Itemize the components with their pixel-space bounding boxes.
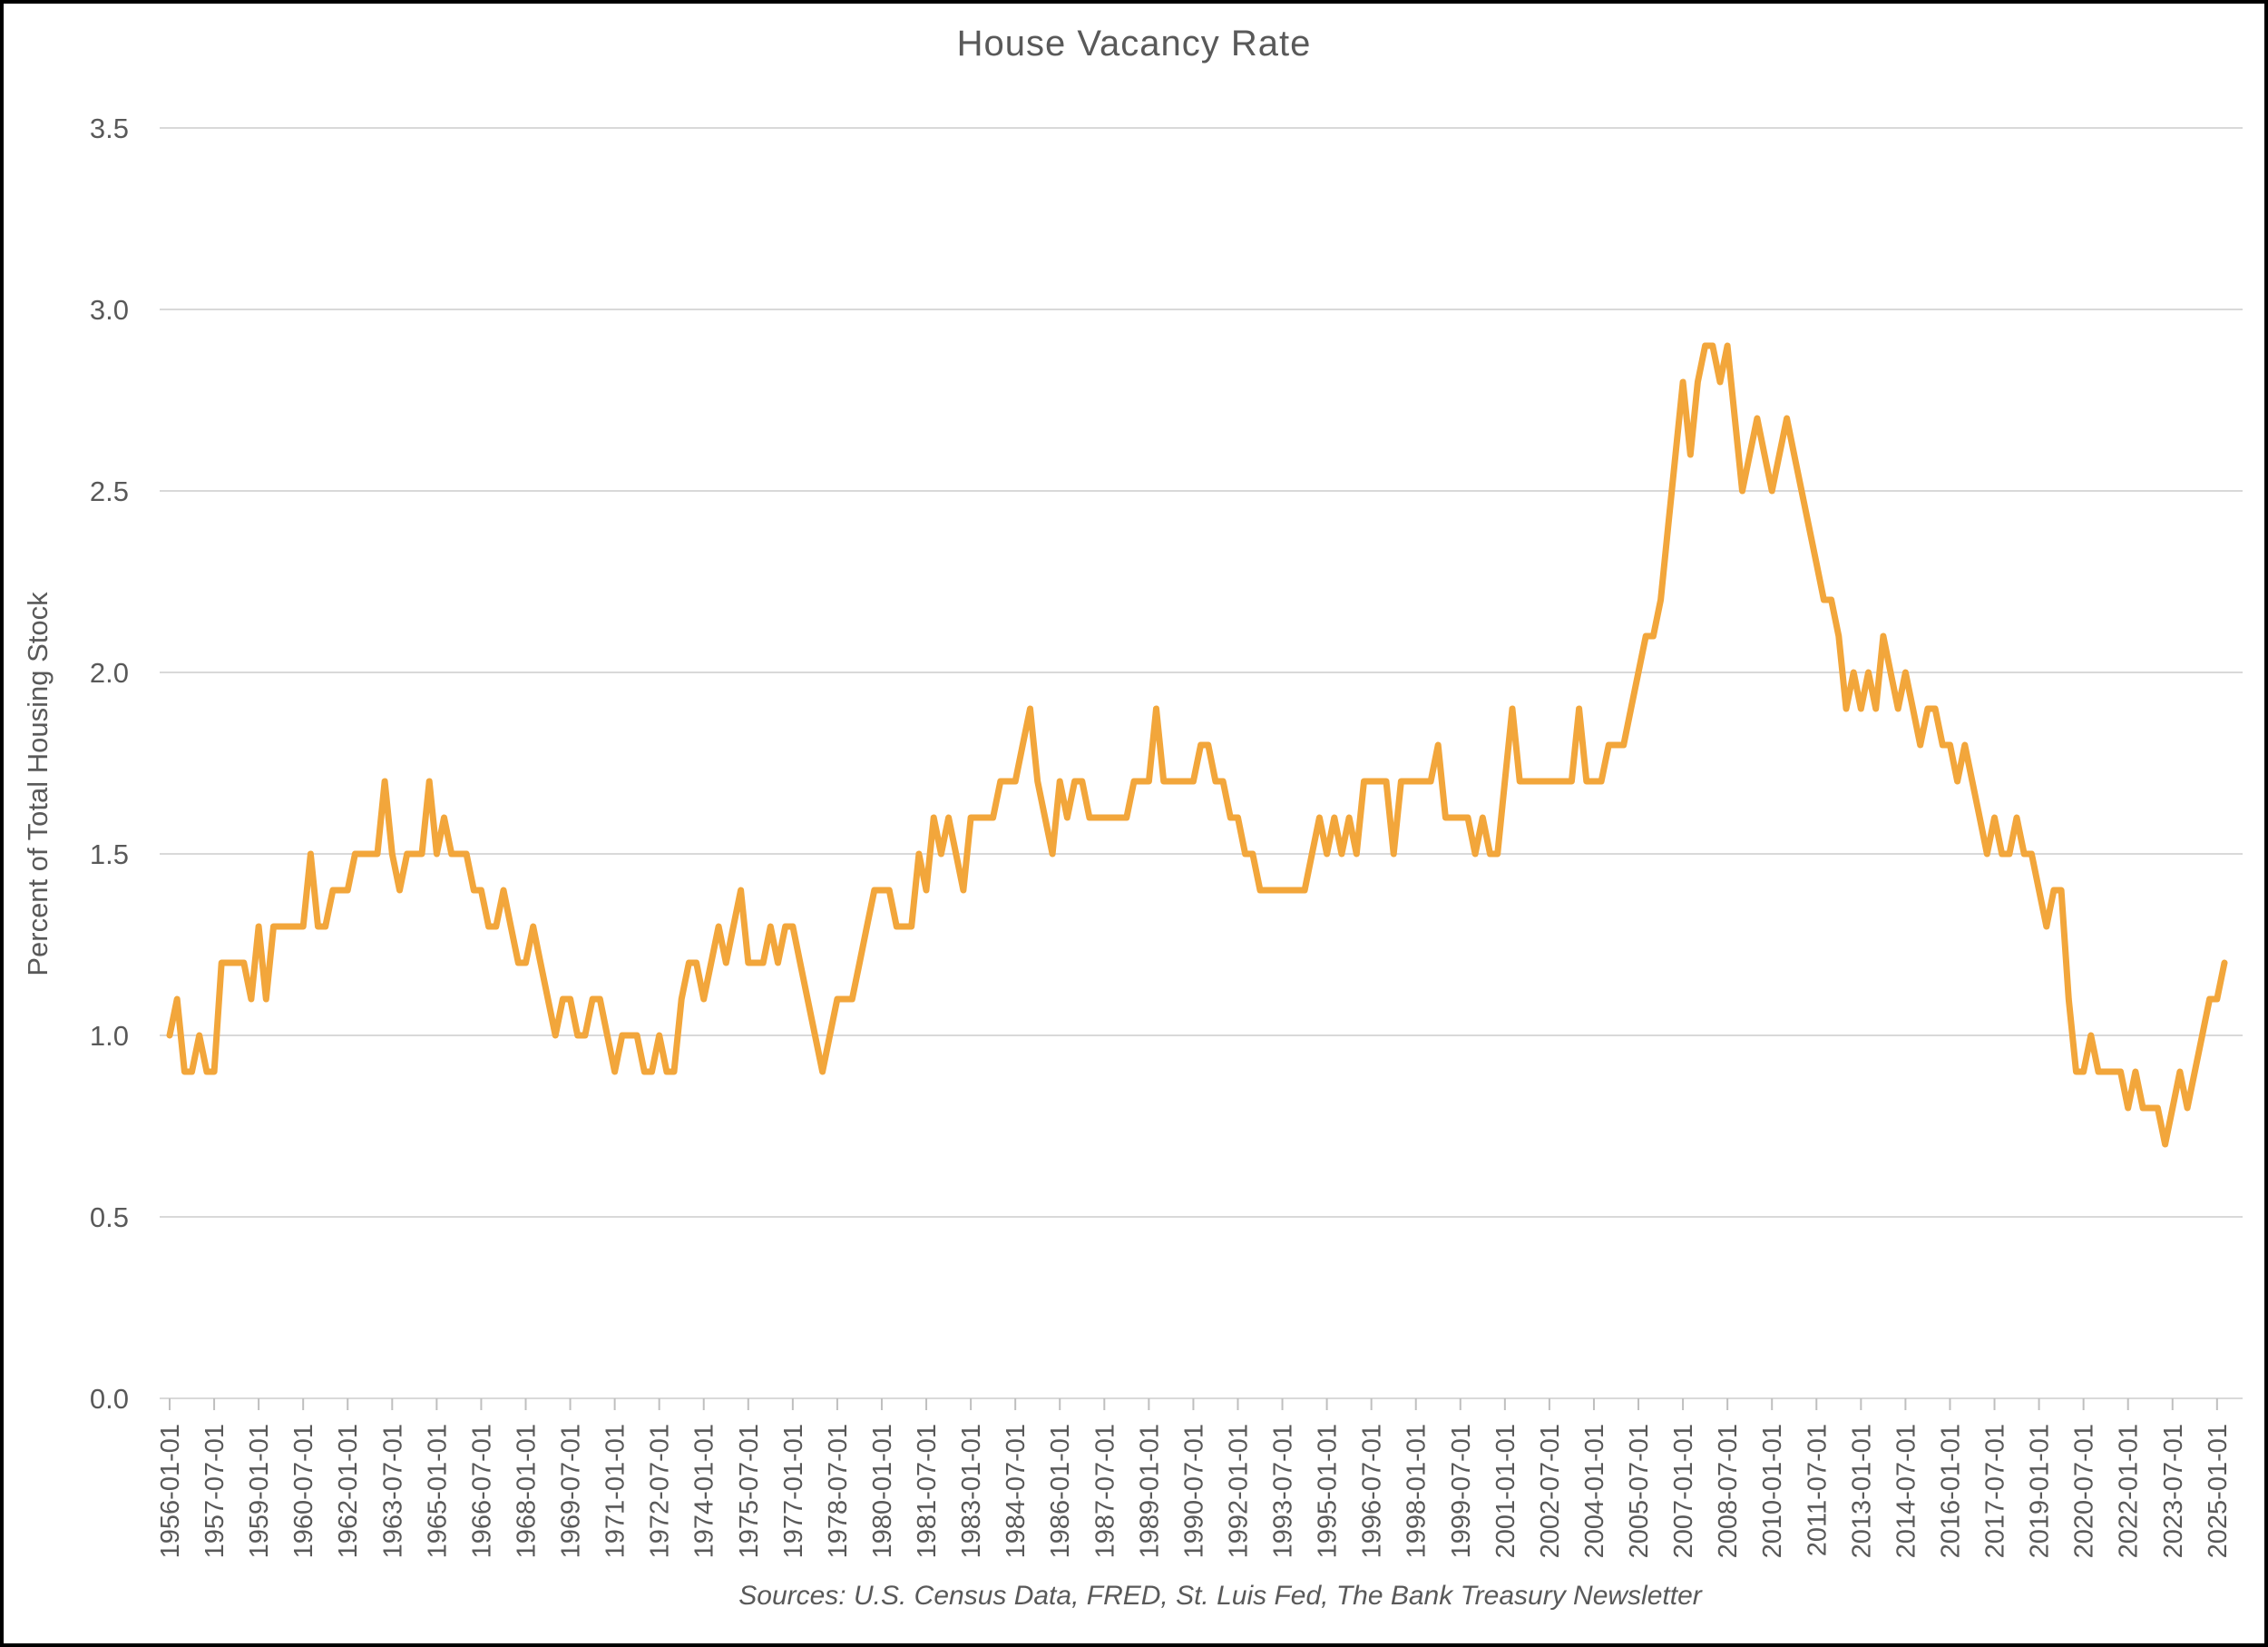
- x-tick-label: 2011-07-01: [1803, 1424, 1832, 1556]
- x-tick-label: 2016-01-01: [1936, 1424, 1965, 1558]
- x-tick-label: 1993-07-01: [1269, 1424, 1298, 1558]
- x-tick-label: 1990-07-01: [1179, 1424, 1208, 1558]
- x-tick-label: 2007-01-01: [1669, 1424, 1698, 1558]
- x-tick-label: 2013-01-01: [1847, 1424, 1876, 1558]
- x-tick-label: 2002-07-01: [1536, 1424, 1565, 1558]
- vacancy-rate-line: [166, 342, 2228, 1148]
- x-tick-label: 2005-07-01: [1625, 1424, 1654, 1558]
- x-tick-label: 2001-01-01: [1491, 1424, 1520, 1558]
- x-tick-label: 1999-07-01: [1447, 1424, 1476, 1558]
- x-tick-label: 2014-07-01: [1892, 1424, 1921, 1558]
- x-tick-label: 1987-07-01: [1090, 1424, 1119, 1558]
- x-tick-label: 1960-07-01: [289, 1424, 318, 1558]
- y-tick-label: 3.0: [90, 294, 129, 326]
- y-tick-label: 2.0: [90, 657, 129, 689]
- x-tick-label: 1974-01-01: [690, 1424, 719, 1558]
- x-tick-label: 1980-01-01: [868, 1424, 897, 1558]
- source-note: Sources: U.S. Census Data, FRED, St. Lui…: [738, 1581, 1702, 1611]
- x-tick-label: 1965-01-01: [423, 1424, 452, 1558]
- y-tick-label: 3.5: [90, 113, 129, 144]
- chart-title: House Vacancy Rate: [956, 24, 1312, 64]
- y-tick-label: 0.0: [90, 1383, 129, 1415]
- x-tick-label: 1996-07-01: [1358, 1424, 1387, 1558]
- x-tick-label: 2010-01-01: [1758, 1424, 1787, 1558]
- x-tick-label: 1957-07-01: [200, 1424, 230, 1558]
- x-tick-label: 2019-01-01: [2026, 1424, 2055, 1558]
- y-tick-label: 0.5: [90, 1201, 129, 1233]
- x-tick-label: 1983-01-01: [957, 1424, 986, 1558]
- x-tick-label: 2004-01-01: [1580, 1424, 1609, 1558]
- x-tick-label: 1989-01-01: [1135, 1424, 1164, 1558]
- x-tick-label: 1995-01-01: [1314, 1424, 1343, 1558]
- y-tick-label: 1.5: [90, 838, 129, 870]
- line-chart-canvas: 0.0 0.5 1.0 1.5 2.0 2.5 3.0 3.5 1956-01-01 1957-0…: [90, 113, 2243, 1558]
- x-tick-label: 2008-07-01: [1714, 1424, 1743, 1558]
- x-tick-label: 1998-01-01: [1403, 1424, 1432, 1558]
- x-tick-label: 1981-07-01: [913, 1424, 942, 1558]
- x-tick-label: 1984-07-01: [1002, 1424, 1031, 1558]
- x-tick-label: 2020-07-01: [2070, 1424, 2099, 1558]
- x-tick-label: 1975-07-01: [735, 1424, 764, 1558]
- x-tick-label: 1971-01-01: [601, 1424, 631, 1558]
- y-tick-label: 1.0: [90, 1020, 129, 1052]
- x-tick-label: 1986-01-01: [1046, 1424, 1075, 1558]
- x-tick-label: 2022-01-01: [2115, 1424, 2144, 1558]
- x-tick-label: 2025-01-01: [2204, 1424, 2233, 1558]
- x-tick-label: 1959-01-01: [245, 1424, 274, 1558]
- x-tick-label: 1992-01-01: [1224, 1424, 1253, 1558]
- x-tick-label: 1972-07-01: [646, 1424, 675, 1558]
- x-tick-label: 1966-07-01: [467, 1424, 496, 1558]
- x-tick-label: 2023-07-01: [2159, 1424, 2188, 1558]
- y-tick-label: 2.5: [90, 475, 129, 507]
- x-tick-label: 1956-01-01: [156, 1424, 185, 1558]
- x-tick-label: 2017-07-01: [1981, 1424, 2010, 1558]
- x-tick-label: 1978-07-01: [824, 1424, 853, 1558]
- x-tick-label: 1968-01-01: [512, 1424, 541, 1558]
- x-tick-label: 1962-01-01: [334, 1424, 363, 1558]
- x-tick-label: 1963-07-01: [378, 1424, 407, 1558]
- x-tick-label: 1969-07-01: [557, 1424, 586, 1558]
- x-tick-label: 1977-01-01: [779, 1424, 808, 1558]
- y-axis-title: Percent of Total Housing Stock: [22, 592, 54, 976]
